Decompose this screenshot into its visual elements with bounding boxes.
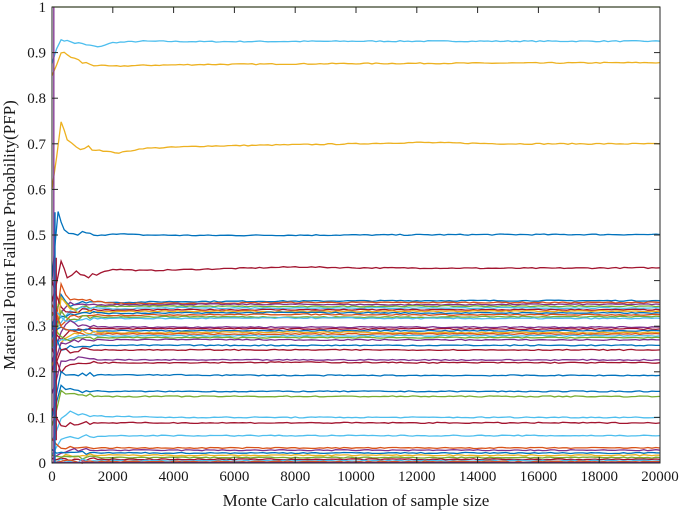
series-line-27 (51, 347, 661, 371)
series-line-14 (51, 310, 661, 327)
series-line-11 (51, 306, 661, 339)
y-tick-label: 0.6 (27, 182, 46, 198)
series-line-13 (51, 295, 661, 372)
series-line-32 (51, 389, 661, 426)
series-line-30 (51, 370, 661, 418)
series-line-34 (51, 407, 661, 428)
y-tick-label: 0.7 (27, 137, 46, 153)
series-line-7 (51, 293, 661, 326)
y-tick-label: 1 (39, 0, 47, 16)
x-tick-label: 8000 (280, 469, 310, 485)
y-tick-label: 0.3 (27, 319, 46, 335)
series-line-25 (51, 338, 661, 371)
x-tick-label: 20000 (641, 469, 679, 485)
series-line-23 (51, 333, 661, 350)
axes-layer: 0 2000 4000 6000 8000 10000 12000 14000 16000 180… (27, 0, 679, 485)
series-line-21 (51, 329, 661, 372)
x-tick-label: 4000 (159, 469, 189, 485)
series-line-22 (51, 304, 661, 337)
y-axis-title: Material Point Failure Probability(PFP) (0, 100, 19, 370)
series-line-37 (51, 447, 661, 460)
y-tick-label: 0.4 (27, 274, 46, 290)
series-line-9 (51, 301, 661, 336)
series-line-29 (51, 347, 661, 375)
series-line-19 (51, 327, 661, 341)
x-tick-label: 12000 (398, 469, 436, 485)
series-line-16 (51, 309, 661, 350)
series-line-39 (51, 453, 661, 464)
series-line-12 (51, 280, 661, 314)
series-line-10 (51, 296, 661, 317)
series-line-31 (51, 384, 660, 417)
series-line-36 (51, 438, 661, 450)
series-line-26 (51, 324, 660, 351)
y-tick-label: 0.2 (27, 365, 46, 381)
x-tick-label: 0 (48, 469, 56, 485)
series-line-6 (51, 258, 661, 302)
series-line-2 (51, 38, 661, 64)
y-tick-label: 0.1 (27, 410, 46, 426)
x-tick-label: 18000 (580, 469, 618, 485)
series-line-24 (51, 326, 661, 342)
series-line-28 (51, 356, 661, 394)
y-tick-label: 0.8 (27, 91, 46, 107)
series-line-3 (51, 51, 661, 77)
y-tick-label: 0 (39, 456, 47, 472)
y-tick-label: 0.9 (27, 46, 46, 62)
series-line-18 (51, 319, 661, 363)
series-line-35 (51, 434, 661, 456)
series-line-4 (51, 121, 661, 190)
x-axis-title: Monte Carlo calculation of sample size (223, 491, 490, 510)
series-line-5 (51, 211, 661, 280)
y-tick-label: 0.5 (27, 228, 46, 244)
x-tick-label: 14000 (459, 469, 497, 485)
series-line-20 (51, 326, 661, 338)
series-line-33 (51, 410, 661, 442)
x-tick-label: 10000 (337, 469, 375, 485)
series-line-17 (51, 304, 661, 323)
series-line-38 (51, 448, 661, 456)
series-line-15 (51, 311, 661, 327)
x-tick-label: 16000 (520, 469, 558, 485)
series-line-8 (51, 281, 661, 349)
x-tick-label: 2000 (98, 469, 128, 485)
x-tick-label: 6000 (219, 469, 249, 485)
